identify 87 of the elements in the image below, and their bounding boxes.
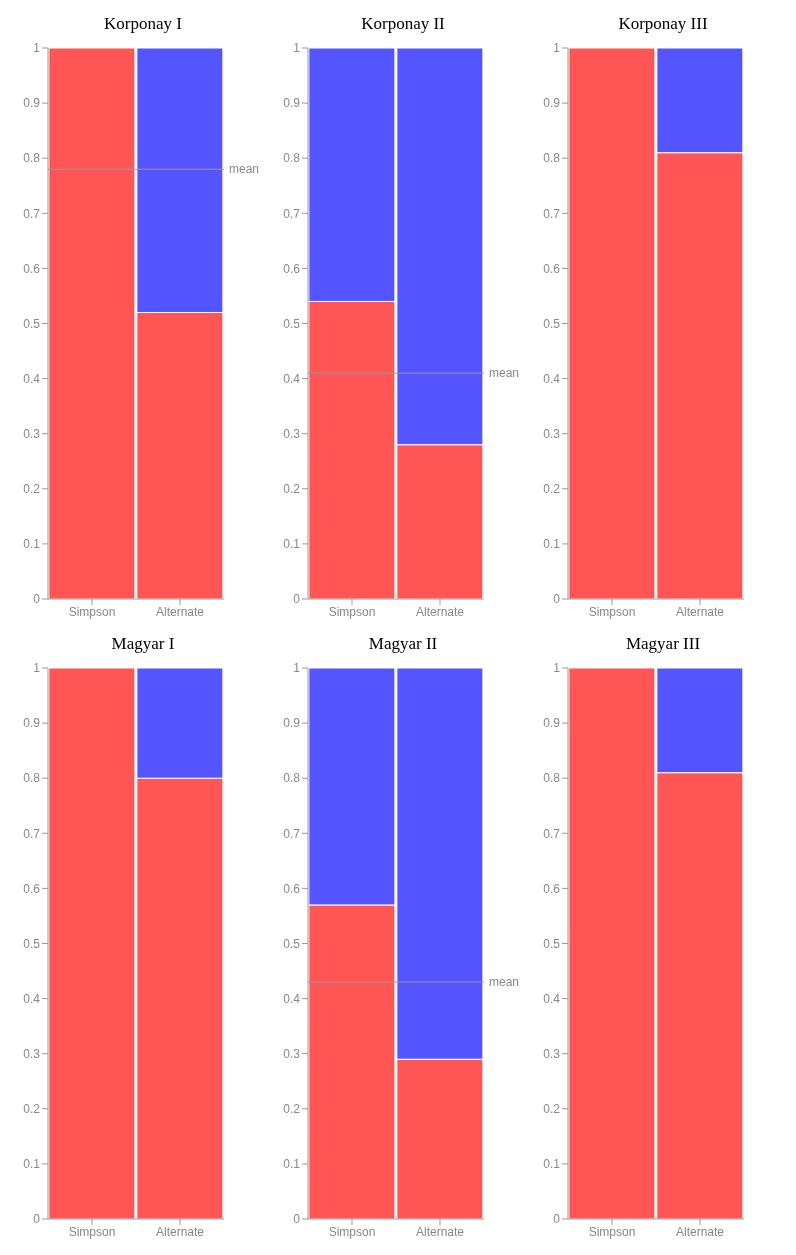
y-tick-label: 0.5 bbox=[543, 316, 561, 331]
y-tick-label: 0.9 bbox=[543, 96, 561, 111]
y-tick-label: 0.1 bbox=[543, 1157, 561, 1172]
y-tick-label: 0.7 bbox=[283, 826, 301, 841]
x-tick-label: Simpson bbox=[588, 604, 636, 619]
y-tick-label: 0.7 bbox=[543, 206, 561, 221]
y-tick-label: 0.6 bbox=[23, 881, 41, 896]
y-tick-label: 0.1 bbox=[283, 1157, 301, 1172]
y-tick-label: 0.5 bbox=[23, 936, 41, 951]
y-tick-label: 0.5 bbox=[283, 936, 301, 951]
y-tick-label: 0.5 bbox=[283, 316, 301, 331]
x-tick-label: Alternate bbox=[675, 1224, 725, 1239]
y-tick-label: 0.4 bbox=[23, 371, 41, 386]
y-tick-label: 0.2 bbox=[543, 482, 561, 497]
y-tick-label: 0.9 bbox=[23, 96, 41, 111]
y-tick-label: 0.9 bbox=[543, 716, 561, 731]
y-tick-label: 0.3 bbox=[283, 1046, 301, 1061]
ref-line-label: mean bbox=[489, 975, 520, 990]
y-tick-label: 0.4 bbox=[23, 991, 41, 1006]
y-tick-label: 0.3 bbox=[283, 426, 301, 441]
x-tick-label: Alternate bbox=[675, 604, 725, 619]
y-tick-label: 0.3 bbox=[543, 426, 561, 441]
x-tick-label: Simpson bbox=[68, 1224, 116, 1239]
y-tick-label: 0.2 bbox=[23, 1102, 41, 1117]
y-tick-label: 0.3 bbox=[23, 1046, 41, 1061]
y-tick-label: 0.8 bbox=[283, 771, 301, 786]
x-tick-label: Simpson bbox=[588, 1224, 636, 1239]
y-tick-label: 0.4 bbox=[543, 371, 561, 386]
x-tick-label: Alternate bbox=[415, 604, 465, 619]
chart-title: Korponay I bbox=[103, 13, 183, 35]
y-tick-label: 0.6 bbox=[543, 881, 561, 896]
y-tick-label: 0 bbox=[33, 592, 41, 607]
y-tick-label: 1 bbox=[553, 41, 561, 56]
chart-title: Magyar II bbox=[367, 633, 439, 655]
ref-line-label: mean bbox=[229, 162, 260, 177]
x-tick-label: Simpson bbox=[328, 604, 376, 619]
ref-line-label: mean bbox=[489, 366, 520, 381]
x-tick-label: Alternate bbox=[155, 604, 205, 619]
y-tick-label: 0 bbox=[293, 592, 301, 607]
y-tick-label: 0.5 bbox=[23, 316, 41, 331]
y-tick-label: 0.6 bbox=[283, 881, 301, 896]
y-tick-label: 0.1 bbox=[283, 537, 301, 552]
y-tick-label: 0.1 bbox=[543, 537, 561, 552]
y-tick-label: 0.8 bbox=[543, 771, 561, 786]
y-tick-label: 0.7 bbox=[283, 206, 301, 221]
y-tick-label: 0.5 bbox=[543, 936, 561, 951]
chart-title: Magyar III bbox=[624, 633, 702, 655]
y-tick-label: 0 bbox=[553, 1212, 561, 1227]
y-tick-label: 0.8 bbox=[23, 151, 41, 166]
y-tick-label: 0.2 bbox=[283, 482, 301, 497]
x-tick-label: Alternate bbox=[155, 1224, 205, 1239]
x-tick-label: Simpson bbox=[328, 1224, 376, 1239]
y-tick-label: 0.1 bbox=[23, 537, 41, 552]
y-tick-label: 0.4 bbox=[543, 991, 561, 1006]
y-tick-label: 0.8 bbox=[543, 151, 561, 166]
y-tick-label: 0.9 bbox=[283, 716, 301, 731]
y-tick-label: 1 bbox=[33, 41, 41, 56]
y-tick-label: 1 bbox=[33, 661, 41, 676]
y-tick-label: 1 bbox=[293, 41, 301, 56]
y-tick-label: 0.3 bbox=[23, 426, 41, 441]
y-tick-label: 0.8 bbox=[283, 151, 301, 166]
y-tick-label: 0.2 bbox=[543, 1102, 561, 1117]
y-tick-label: 0 bbox=[553, 592, 561, 607]
y-tick-label: 0.7 bbox=[543, 826, 561, 841]
y-tick-label: 0 bbox=[293, 1212, 301, 1227]
x-tick-label: Simpson bbox=[68, 604, 116, 619]
y-tick-label: 0.2 bbox=[283, 1102, 301, 1117]
y-tick-label: 0.1 bbox=[23, 1157, 41, 1172]
y-tick-label: 0.7 bbox=[23, 826, 41, 841]
y-tick-label: 0.6 bbox=[23, 261, 41, 276]
chart-title: Korponay II bbox=[360, 13, 446, 35]
chart-title: Korponay III bbox=[617, 13, 709, 35]
y-tick-label: 0.4 bbox=[283, 371, 301, 386]
y-tick-label: 1 bbox=[553, 661, 561, 676]
y-tick-label: 0.7 bbox=[23, 206, 41, 221]
y-tick-label: 0.3 bbox=[543, 1046, 561, 1061]
y-tick-label: 0.9 bbox=[283, 96, 301, 111]
y-tick-label: 0 bbox=[33, 1212, 41, 1227]
y-tick-label: 0.8 bbox=[23, 771, 41, 786]
y-tick-label: 0.4 bbox=[283, 991, 301, 1006]
x-tick-label: Alternate bbox=[415, 1224, 465, 1239]
chart-title: Magyar I bbox=[110, 633, 176, 655]
y-tick-label: 0.9 bbox=[23, 716, 41, 731]
y-tick-label: 0.2 bbox=[23, 482, 41, 497]
y-tick-label: 0.6 bbox=[543, 261, 561, 276]
y-tick-label: 1 bbox=[293, 661, 301, 676]
y-tick-label: 0.6 bbox=[283, 261, 301, 276]
